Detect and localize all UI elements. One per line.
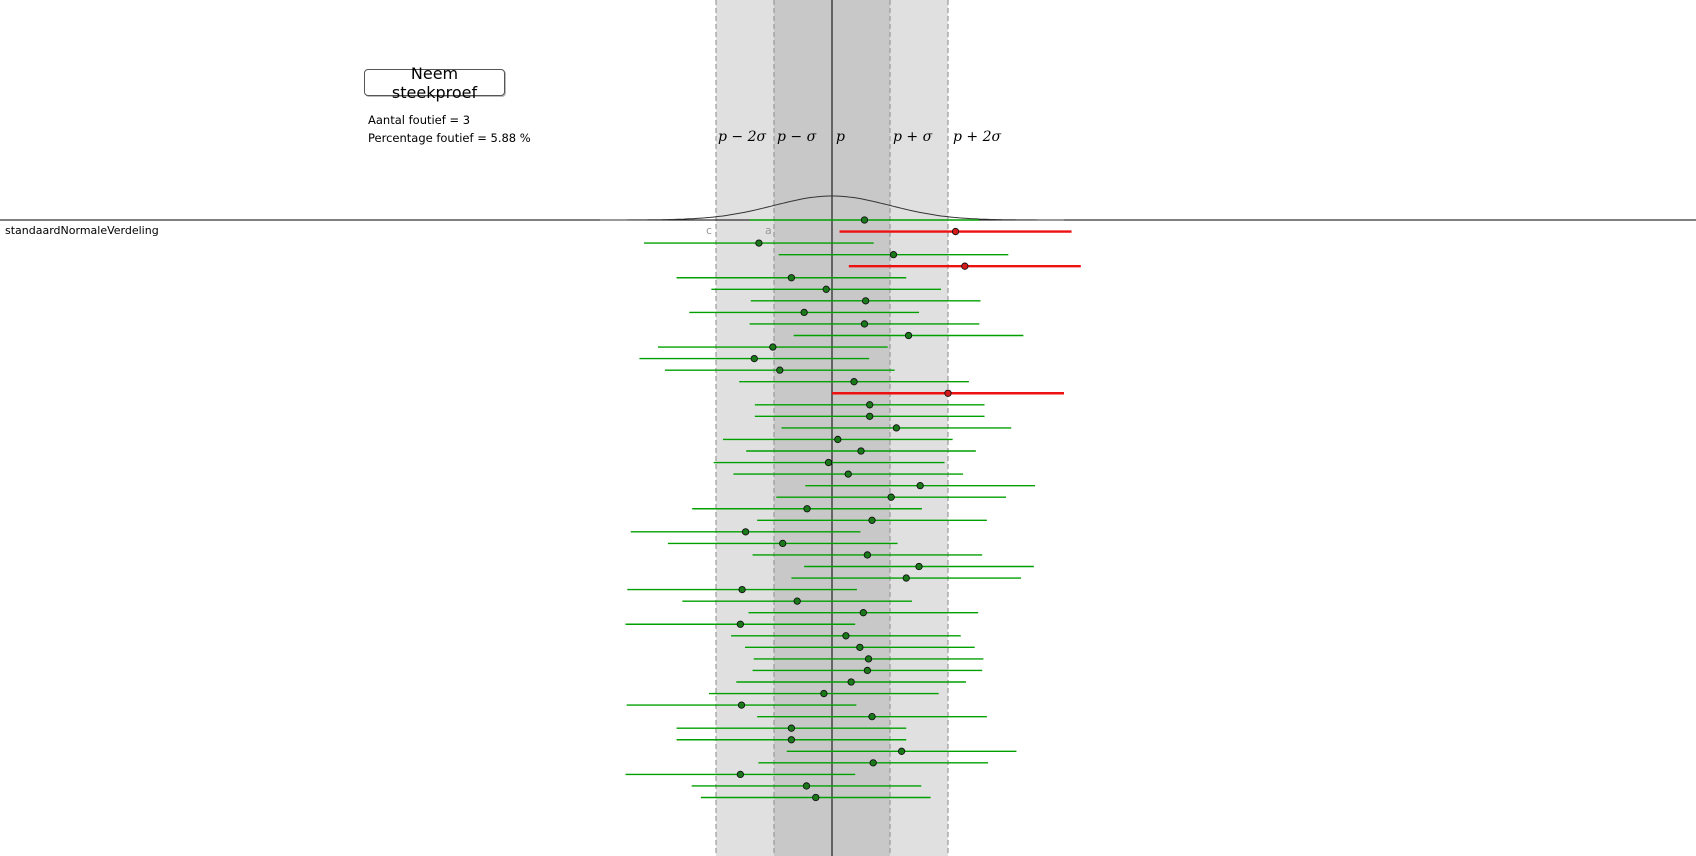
sample-point: [897, 747, 906, 755]
function-label: standaardNormaleVerdeling: [5, 224, 159, 237]
sample-point: [787, 274, 796, 282]
band-label-p-plus-sigma: p + σ: [893, 129, 933, 145]
sample-point: [951, 227, 960, 236]
sample-point: [961, 262, 969, 270]
sample-point: [869, 759, 877, 767]
band-label-p-minus-2sigma: p − 2σ: [718, 129, 767, 145]
band-label-p: p: [836, 129, 845, 145]
sample-point: [916, 481, 924, 490]
wrong-count-text: Aantal foutief = 3: [368, 113, 471, 127]
sample-point: [892, 424, 901, 432]
sample-point: [863, 551, 872, 559]
wrong-percentage-text: Percentage foutief = 5.88 %: [368, 131, 531, 145]
sample-point: [824, 458, 833, 467]
sample-point: [738, 585, 746, 594]
sample-point: [737, 701, 746, 709]
sample-point: [868, 713, 876, 721]
take-sample-button[interactable]: Neem steekproef: [364, 64, 505, 102]
sample-point: [859, 609, 867, 617]
sample-point: [889, 250, 898, 259]
sample-point: [822, 285, 830, 293]
sample-point: [779, 539, 787, 548]
sample-point: [820, 689, 828, 698]
band-label-p-plus-2sigma: p + 2σ: [953, 129, 1002, 145]
sample-point: [842, 632, 850, 640]
normal-curve: [600, 195, 1064, 221]
sample-point: [866, 401, 874, 409]
sample-point: [834, 435, 842, 444]
sample-point: [866, 412, 874, 420]
sample-point: [812, 793, 820, 802]
sample-point: [868, 516, 876, 524]
sample-point: [750, 354, 758, 363]
sample-point: [800, 308, 808, 317]
sample-point: [802, 782, 811, 790]
sample-point: [915, 562, 923, 571]
sample-point: [856, 643, 864, 651]
sample-point: [863, 666, 872, 675]
sample-point: [787, 736, 796, 744]
point-label-a: a: [765, 224, 772, 237]
sample-point: [736, 770, 745, 779]
sample-point: [860, 216, 869, 224]
sample-point: [769, 343, 777, 351]
sample-point: [850, 378, 858, 386]
sample-point: [944, 389, 952, 397]
sample-point: [803, 505, 811, 513]
sample-point: [755, 239, 763, 247]
sample-point: [861, 297, 870, 305]
sample-point: [741, 528, 750, 536]
point-label-c: c: [706, 224, 713, 237]
sample-point: [847, 678, 855, 686]
sample-point: [902, 574, 910, 582]
band-label-p-minus-sigma: p − σ: [777, 129, 817, 145]
sample-point: [864, 655, 873, 663]
sample-point: [736, 620, 745, 628]
sample-point: [860, 320, 869, 328]
sample-point: [857, 447, 865, 455]
sample-point: [776, 366, 784, 374]
sample-point: [787, 724, 796, 732]
sample-point: [844, 470, 852, 478]
sample-point: [793, 597, 801, 605]
sample-point: [904, 331, 913, 340]
sample-point: [887, 493, 895, 501]
